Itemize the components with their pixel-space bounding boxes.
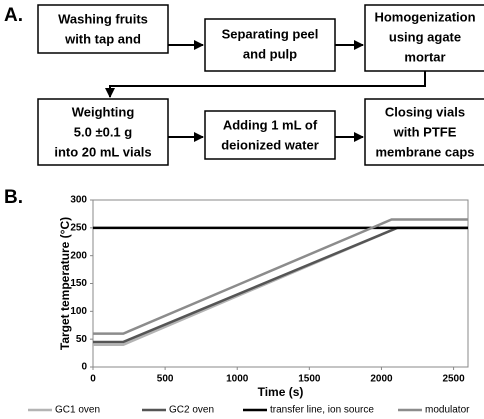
step-text: Weighting [72, 104, 135, 119]
x-axis-label: Time (s) [258, 385, 304, 399]
series-line [93, 226, 468, 344]
step-text: with PTFE [393, 124, 457, 139]
panel-label: B. [4, 187, 23, 208]
panel-label: A. [4, 5, 23, 26]
step-box [364, 98, 484, 166]
step-text: 5.0 ±0.1 g [74, 124, 133, 139]
step-box [37, 4, 169, 54]
step-text: Adding 1 mL of [223, 117, 318, 132]
step-text: and pulp [243, 46, 297, 61]
step-text: into 20 mL vials [54, 144, 151, 159]
step-box [204, 18, 336, 72]
y-tick-label: 0 [81, 362, 87, 373]
series-line [93, 218, 468, 335]
y-tick-label: 50 [76, 334, 88, 345]
step-box [37, 98, 169, 166]
y-tick-label: 250 [70, 222, 87, 233]
x-tick-label: 1500 [298, 374, 321, 385]
series-line [93, 226, 468, 346]
x-tick-label: 1000 [226, 374, 249, 385]
x-tick-label: 2500 [442, 374, 465, 385]
step-text: using agate [389, 29, 461, 44]
step-text: Closing vials [385, 104, 465, 119]
step-text: Homogenization [374, 9, 475, 24]
step-text: membrane caps [376, 144, 475, 159]
step-box [204, 110, 336, 160]
step-box [364, 4, 484, 72]
step-text: deionized water [221, 137, 319, 152]
legend-label: GC1 oven [55, 405, 100, 416]
step-text: Separating peel [222, 26, 319, 41]
x-tick-label: 500 [157, 374, 174, 385]
legend-label: modulator [425, 405, 470, 416]
step-text: Washing fruits [58, 11, 148, 26]
y-tick-label: 150 [70, 278, 87, 289]
y-tick-label: 100 [70, 306, 87, 317]
x-tick-label: 2000 [370, 374, 393, 385]
step-text: with tap and [64, 31, 141, 46]
plot-frame [92, 199, 469, 368]
y-axis-label: Target temperature (°C) [58, 217, 72, 350]
flowchart: Washing fruits with tap and Separating p… [37, 4, 484, 166]
step-text: mortar [404, 49, 445, 64]
legend-label: GC2 oven [169, 405, 214, 416]
x-tick-label: 0 [90, 374, 96, 385]
y-tick-label: 200 [70, 250, 87, 261]
arrow [105, 71, 426, 98]
chart: 0 50 100 150 200 250 300 0 500 1000 1500 2000 2500 Ti… [28, 195, 470, 416]
y-tick-label: 300 [70, 195, 87, 206]
legend-label: transfer line, ion source [270, 405, 374, 416]
